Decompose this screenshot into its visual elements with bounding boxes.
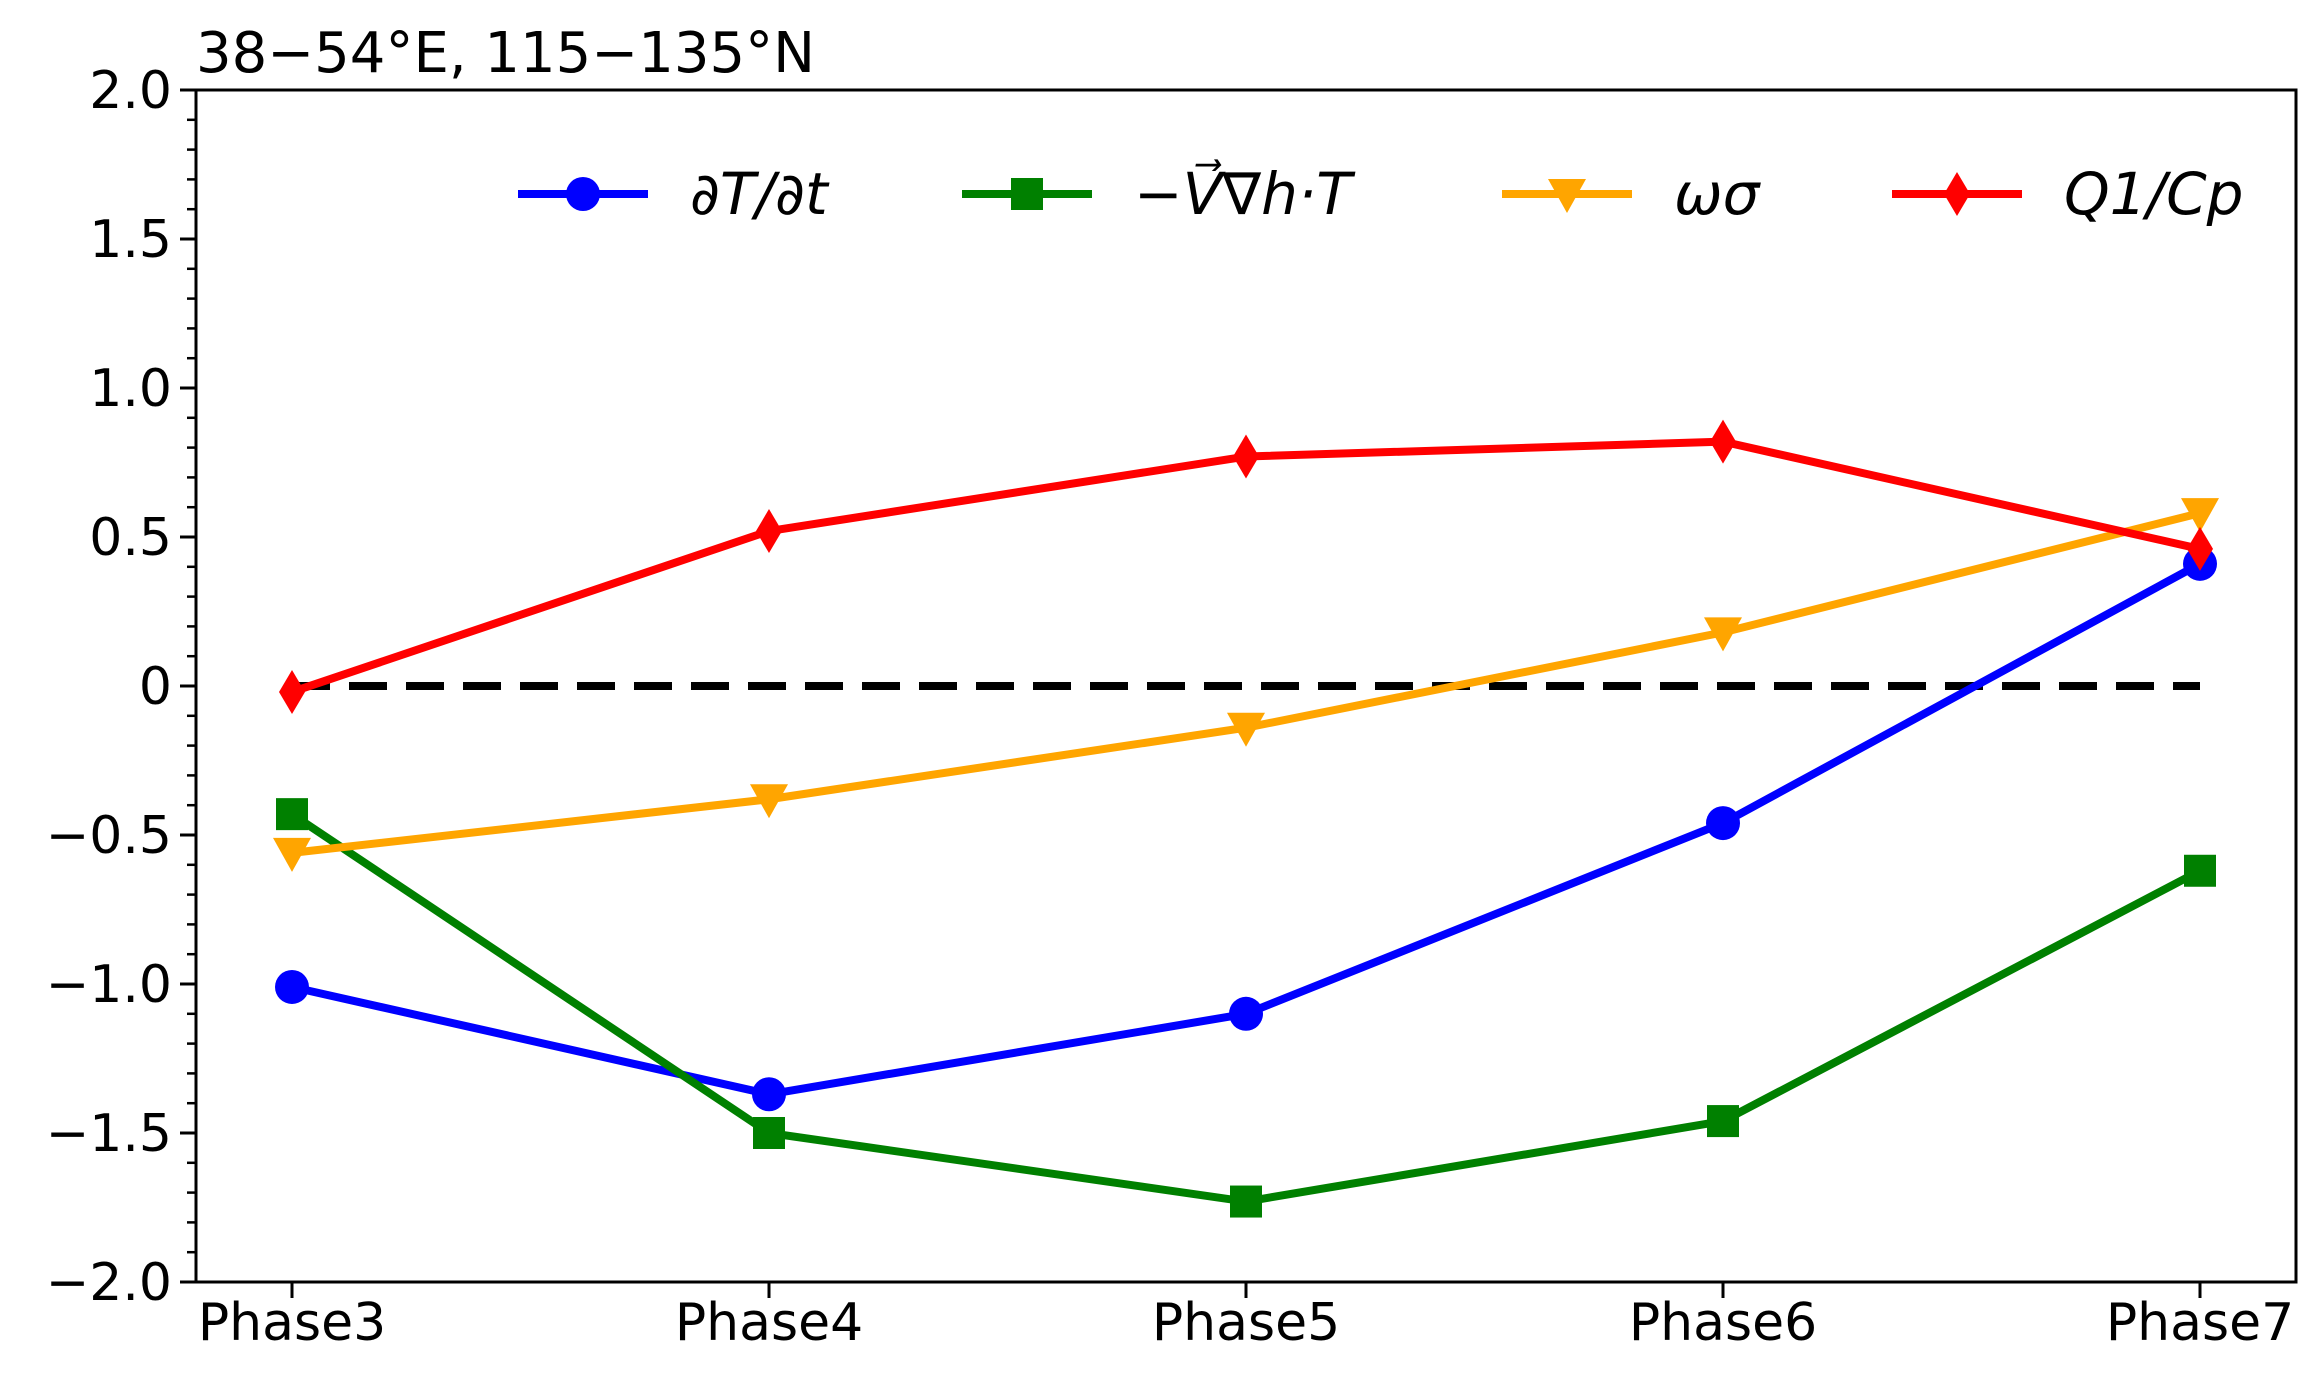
y-tick-label: −1.5 — [46, 1104, 172, 1164]
legend-label-1: −V⃗∇h·T — [1134, 158, 1356, 228]
series-1 — [276, 798, 2216, 1218]
x-tick-label: Phase5 — [1152, 1293, 1340, 1353]
y-tick-label: 2.0 — [89, 61, 172, 121]
data-point-0-1 — [752, 1077, 786, 1112]
data-point-1-0 — [276, 798, 308, 831]
data-point-2-1 — [750, 784, 788, 819]
data-point-2-3 — [1704, 617, 1742, 652]
y-tick-label: 1.5 — [89, 210, 172, 270]
x-tick-label: Phase4 — [675, 1293, 863, 1353]
data-point-3-0 — [279, 669, 305, 714]
data-point-0-3 — [1706, 806, 1740, 841]
y-tick-label: 1.0 — [89, 359, 172, 419]
series-0 — [275, 546, 2217, 1112]
legend-label-2: ωσ — [1674, 160, 1762, 228]
data-point-2-0 — [273, 837, 311, 872]
legend-entry-3: Q1/Cp — [1892, 160, 2243, 228]
data-point-3-3 — [1710, 419, 1736, 464]
data-point-0-2 — [1229, 996, 1263, 1031]
data-point-1-3 — [1707, 1105, 1739, 1138]
series-2 — [273, 498, 2219, 872]
legend-label-3: Q1/Cp — [2064, 160, 2243, 228]
series-line-3 — [290, 437, 2201, 696]
data-point-1-4 — [2184, 854, 2216, 887]
data-point-2-4 — [2181, 498, 2219, 533]
y-tick-label: −0.5 — [46, 806, 172, 866]
legend-entry-2: ωσ — [1502, 160, 1762, 228]
data-point-1-1 — [753, 1117, 785, 1149]
legend-entry-1: −V⃗∇h·T — [962, 158, 1356, 228]
legend-marker-3 — [1944, 172, 1970, 216]
y-tick-label: −1.0 — [46, 955, 172, 1015]
legend-marker-0 — [566, 177, 600, 211]
x-tick-label: Phase7 — [2106, 1293, 2294, 1353]
x-tick-label: Phase6 — [1629, 1293, 1817, 1353]
legend-marker-1 — [1011, 178, 1043, 210]
legend-entry-0: ∂T/∂t — [518, 160, 830, 228]
series-3 — [279, 419, 2213, 714]
data-point-2-2 — [1227, 712, 1265, 747]
data-point-1-2 — [1230, 1185, 1262, 1218]
x-tick-label: Phase3 — [198, 1293, 386, 1353]
legend-marker-2 — [1548, 179, 1586, 213]
data-point-0-0 — [275, 969, 309, 1004]
data-point-3-2 — [1233, 434, 1259, 479]
legend-label-0: ∂T/∂t — [690, 160, 830, 228]
y-tick-label: −2.0 — [46, 1253, 172, 1313]
data-point-3-1 — [756, 509, 782, 554]
y-tick-label: 0 — [139, 657, 172, 717]
data-point-3-4 — [2187, 526, 2213, 571]
chart-title: 38−54°E, 115−135°N — [196, 21, 815, 86]
y-tick-label: 0.5 — [89, 508, 172, 568]
